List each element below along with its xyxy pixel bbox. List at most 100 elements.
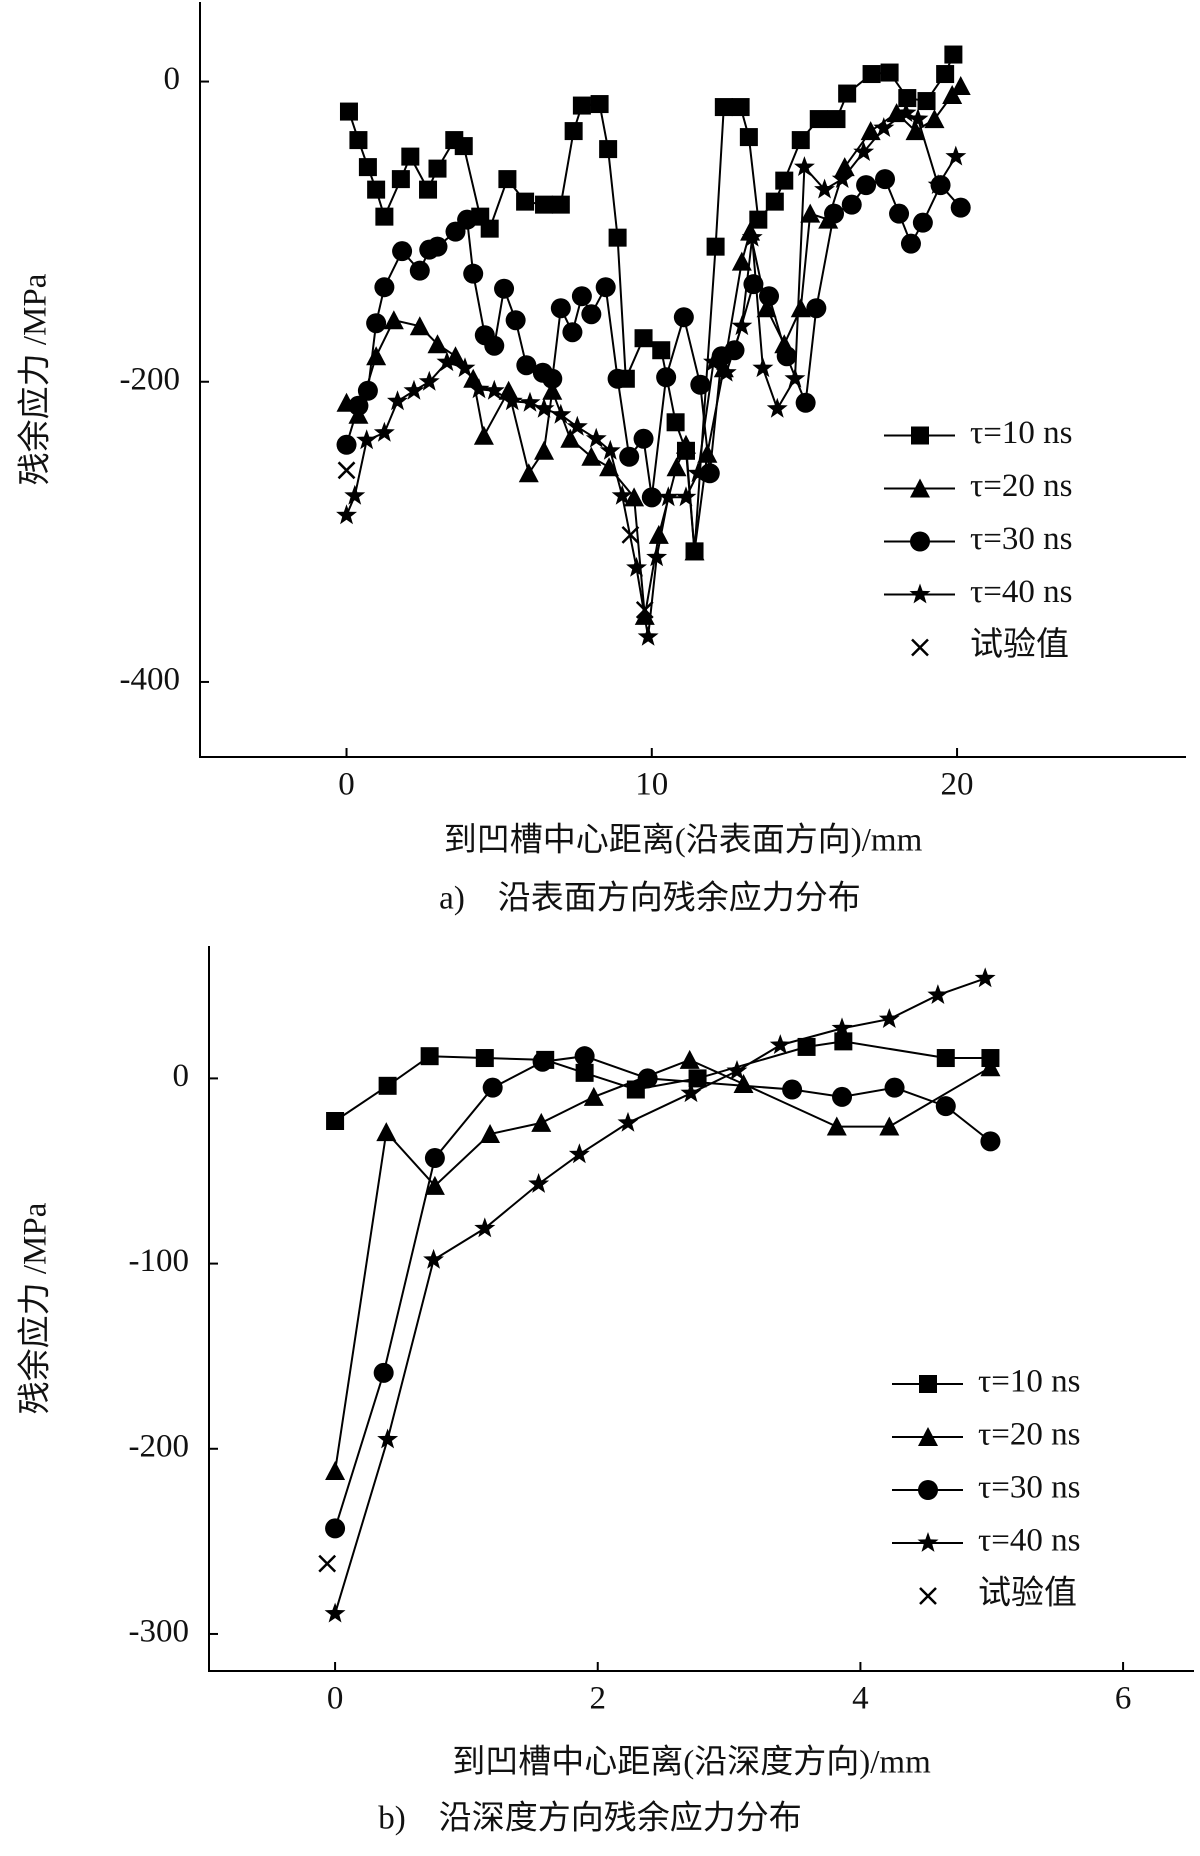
marker-circle (550, 298, 571, 319)
marker-square (797, 1037, 816, 1056)
marker-circle (374, 277, 395, 298)
marker-cross (318, 1554, 337, 1573)
marker-star (356, 429, 378, 450)
chart-caption: b) 沿深度方向残余应力分布 (378, 1800, 802, 1837)
marker-cross (919, 1587, 937, 1605)
marker-star (794, 156, 815, 176)
marker-cross (337, 461, 356, 480)
marker-circle (856, 175, 877, 196)
marker-circle (427, 236, 448, 257)
marker-circle (607, 368, 628, 389)
series-line (334, 977, 986, 1614)
marker-triangle (834, 157, 855, 177)
marker-circle (759, 286, 780, 307)
marker-square (420, 1047, 439, 1066)
x-axis-label: 到凹槽中心距离(沿深度方向)/mm (452, 1744, 931, 1781)
marker-circle (542, 368, 563, 389)
marker-cross (635, 601, 654, 619)
marker-star (528, 1173, 550, 1193)
marker-star (831, 168, 853, 188)
marker-triangle (879, 1116, 900, 1136)
marker-circle (532, 1051, 553, 1072)
legend-label: τ=10 ns (970, 415, 1072, 451)
marker-circle (690, 374, 711, 395)
marker-star (675, 486, 697, 507)
marker-star (945, 145, 967, 166)
marker-star (626, 556, 647, 577)
marker-cross (621, 525, 640, 544)
marker-star (585, 427, 607, 448)
marker-square (358, 158, 377, 177)
marker-circle (795, 392, 816, 413)
marker-star (336, 504, 357, 525)
legend-label: τ=20 ns (978, 1417, 1080, 1453)
marker-star (637, 625, 659, 646)
marker-circle (980, 1131, 1001, 1152)
marker-star (752, 357, 774, 378)
marker-triangle (648, 524, 669, 544)
marker-star (680, 1082, 702, 1103)
marker-star (519, 391, 541, 412)
marker-square (572, 96, 591, 115)
marker-square (391, 170, 410, 189)
marker-star (878, 1008, 900, 1028)
marker-square (749, 210, 768, 229)
marker-triangle (679, 1049, 700, 1069)
marker-square (590, 95, 609, 114)
marker-triangle (684, 541, 705, 561)
marker-square (706, 237, 725, 256)
marker-circle (457, 209, 478, 230)
marker-circle (581, 304, 602, 325)
marker-square (936, 1049, 955, 1068)
marker-star (373, 421, 395, 442)
y-tick-label: -200 (129, 1428, 190, 1464)
x-tick-label: 10 (635, 767, 668, 803)
marker-square (349, 131, 368, 150)
marker-triangle (542, 380, 563, 400)
marker-square (917, 92, 936, 111)
marker-circle (366, 313, 387, 334)
marker-star (599, 439, 621, 460)
marker-star (377, 1428, 399, 1449)
marker-circle (348, 395, 369, 416)
y-tick-label: 0 (173, 1058, 190, 1094)
marker-cross (911, 638, 929, 657)
marker-star (907, 108, 929, 128)
marker-square (714, 98, 733, 117)
marker-star (344, 484, 366, 505)
marker-triangle (756, 298, 777, 318)
marker-circle (574, 1046, 595, 1067)
marker-square (516, 192, 535, 211)
marker-star (418, 370, 440, 391)
marker-triangle (427, 334, 448, 354)
legend-label: τ=40 ns (970, 574, 1072, 610)
axes (208, 946, 1194, 1672)
marker-triangle (918, 1427, 938, 1446)
x-axis-label: 到凹槽中心距离(沿表面方向)/mm (444, 822, 923, 859)
marker-star (873, 117, 895, 137)
marker-circle (505, 310, 526, 331)
marker-square (401, 147, 420, 166)
marker-triangle (534, 440, 555, 460)
y-tick-label: 0 (164, 61, 181, 97)
marker-circle (910, 531, 930, 552)
legend-label: τ=30 ns (970, 521, 1072, 557)
marker-star (927, 984, 949, 1004)
marker-square (666, 413, 685, 432)
marker-square (652, 341, 671, 360)
marker-circle (562, 322, 583, 343)
marker-star (731, 315, 753, 336)
marker-square (827, 110, 846, 129)
marker-triangle (924, 109, 945, 129)
x-tick-label: 4 (852, 1681, 869, 1717)
marker-circle (482, 1077, 503, 1098)
y-tick-label: -300 (129, 1614, 190, 1650)
marker-triangle (731, 251, 752, 271)
marker-star (483, 379, 505, 400)
marker-square (731, 98, 750, 117)
legend-label: 试验值 (978, 1575, 1077, 1612)
marker-circle (782, 1079, 803, 1100)
marker-square (326, 1112, 345, 1130)
legend-label: τ=30 ns (978, 1470, 1080, 1506)
marker-circle (463, 263, 484, 284)
